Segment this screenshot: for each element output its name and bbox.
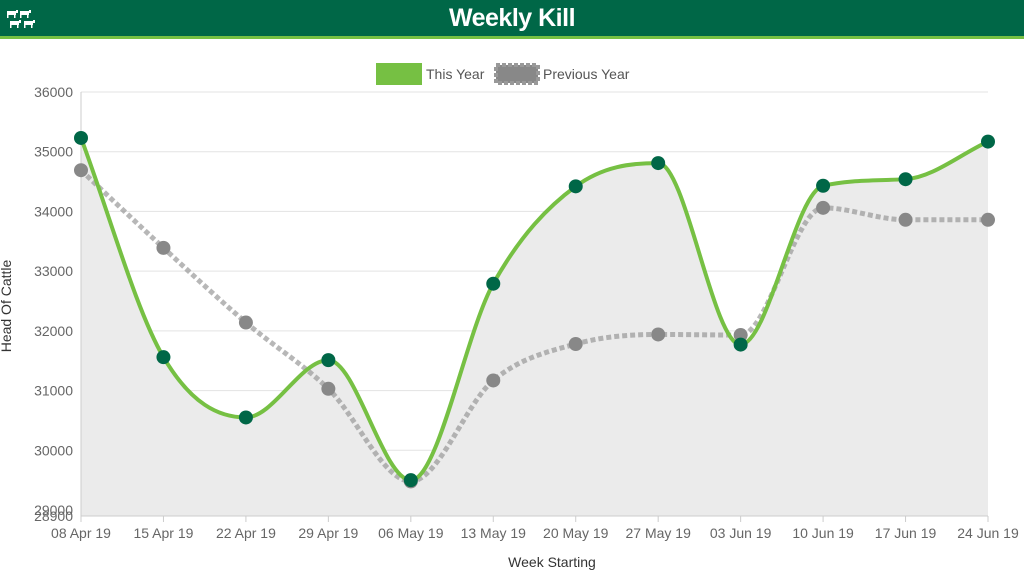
y-tick-label: 34000 (34, 203, 73, 219)
y-tick-label: 29000 (34, 502, 73, 518)
x-tick-label: 06 May 19 (378, 525, 444, 541)
point-previous-year[interactable] (651, 327, 666, 342)
point-this-year[interactable] (403, 473, 418, 488)
point-previous-year[interactable] (74, 163, 88, 178)
x-tick-label: 17 Jun 19 (875, 525, 937, 541)
x-axis-title: Week Starting (508, 554, 596, 570)
header-bar: Weekly Kill (0, 0, 1024, 39)
series-line-this-year (79, 137, 989, 483)
point-this-year[interactable] (486, 276, 501, 291)
x-tick-label: 13 May 19 (461, 525, 527, 541)
x-tick-label: 22 Apr 19 (216, 525, 276, 541)
point-this-year[interactable] (156, 350, 171, 365)
legend-label-this-year[interactable]: This Year (426, 66, 485, 82)
point-previous-year[interactable] (321, 381, 336, 396)
x-tick-label: 10 Jun 19 (792, 525, 854, 541)
y-tick-label: 36000 (34, 84, 73, 100)
x-tick-label: 27 May 19 (625, 525, 691, 541)
y-tick-label: 33000 (34, 263, 73, 279)
weekly-kill-chart: 29000 30000 31000 32000 33000 34000 35000 36000… (0, 63, 1019, 570)
x-tick-label: 20 May 19 (543, 525, 609, 541)
page-title: Weekly Kill (448, 4, 576, 32)
this-year-area (81, 137, 988, 516)
point-previous-year[interactable] (156, 240, 171, 255)
point-this-year[interactable] (816, 178, 831, 193)
point-previous-year[interactable] (898, 212, 913, 227)
point-previous-year[interactable] (238, 315, 253, 330)
chart-legend: This Year Previous Year (376, 63, 630, 85)
y-tick-label: 35000 (34, 144, 73, 160)
point-this-year[interactable] (733, 337, 748, 352)
legend-swatch-this-year[interactable] (376, 63, 422, 85)
legend-label-previous-year[interactable]: Previous Year (543, 66, 630, 82)
point-previous-year[interactable] (981, 212, 995, 227)
point-this-year[interactable] (238, 410, 253, 425)
x-tick-label: 15 Apr 19 (133, 525, 193, 541)
point-previous-year[interactable] (816, 200, 831, 215)
cattle-herd-icon (7, 10, 35, 28)
y-tick-labels: 29000 30000 31000 32000 33000 34000 35000 36000… (34, 84, 73, 524)
point-this-year[interactable] (898, 172, 913, 187)
x-tick-label: 24 Jun 19 (957, 525, 1019, 541)
point-this-year[interactable] (74, 130, 88, 145)
point-this-year[interactable] (651, 156, 666, 171)
y-tick-label: 30000 (34, 442, 73, 458)
x-tick-label: 08 Apr 19 (51, 525, 111, 541)
x-tick-labels: 08 Apr 19 15 Apr 19 22 Apr 19 29 Apr 19 06 M… (51, 525, 1019, 541)
x-tick-label: 29 Apr 19 (298, 525, 358, 541)
points-this-year (74, 130, 995, 488)
axes (80, 92, 989, 522)
point-this-year[interactable] (568, 179, 583, 194)
point-previous-year[interactable] (486, 373, 501, 388)
y-axis-title: Head Of Cattle (0, 259, 14, 352)
point-this-year[interactable] (321, 353, 336, 368)
point-this-year[interactable] (981, 134, 995, 149)
x-tick-label: 03 Jun 19 (710, 525, 772, 541)
y-tick-label: 32000 (34, 323, 73, 339)
legend-swatch-previous-year[interactable] (494, 63, 540, 85)
y-tick-label: 31000 (34, 383, 73, 399)
point-previous-year[interactable] (568, 337, 583, 352)
y-tick-label-overlap: 28900 (34, 508, 73, 524)
